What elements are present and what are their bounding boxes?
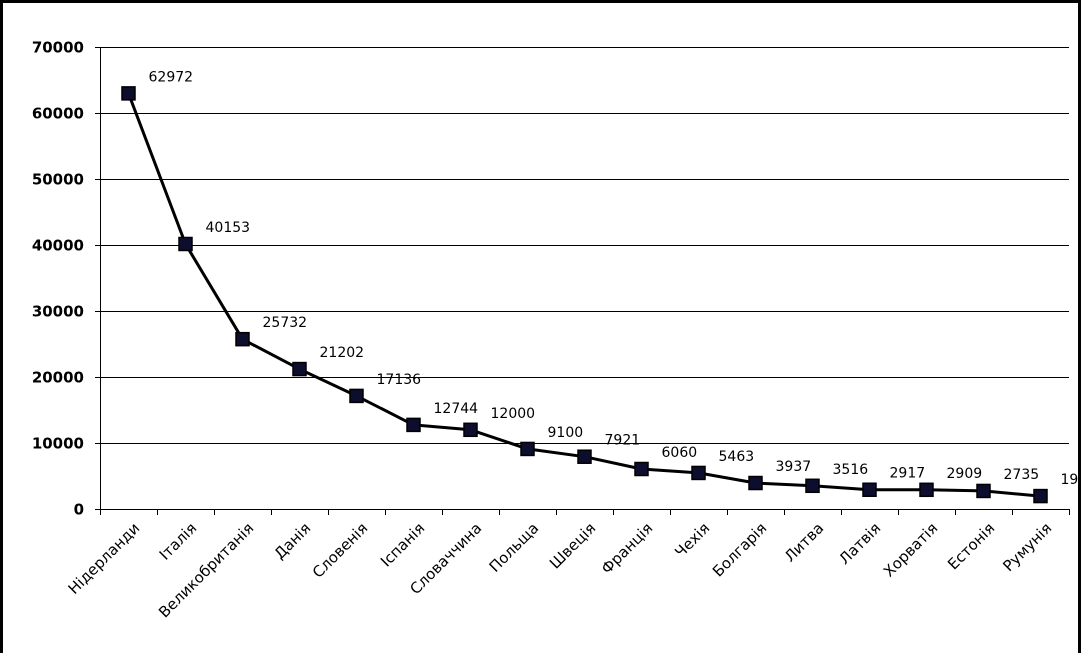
line-chart: 0 10000 20000 30000 40000 50000 60000 70000 Нід… — [32, 39, 1081, 622]
data-label: 12000 — [491, 406, 536, 422]
x-tick-label: Франція — [598, 519, 657, 578]
data-point-marker — [235, 331, 250, 347]
data-label: 3937 — [776, 459, 812, 475]
x-tick-label: Іспанія — [377, 519, 428, 570]
data-label: 5463 — [719, 449, 755, 465]
data-label: 62972 — [149, 69, 194, 85]
x-tick-label: Хорватія — [880, 519, 941, 580]
x-tick-label: Великобританія — [155, 519, 257, 621]
data-label: 2735 — [1004, 467, 1040, 483]
x-tick-label: Італія — [156, 519, 201, 564]
x-tick-label: Болгарія — [709, 519, 770, 580]
y-tick-label: 10000 — [32, 435, 84, 453]
data-label: 2909 — [947, 466, 983, 482]
x-tick-label: Латвія — [835, 519, 884, 568]
x-tick-label: Естонія — [944, 519, 998, 573]
x-tick-label: Румунія — [999, 519, 1055, 575]
data-point-marker — [862, 482, 877, 497]
data-point-marker — [577, 449, 592, 464]
x-tick-label: Литва — [781, 519, 828, 566]
series-line-path — [127, 92, 1041, 498]
data-label: 3516 — [833, 462, 869, 478]
data-point-marker — [691, 465, 706, 481]
data-label: 1958 — [1061, 472, 1079, 488]
x-tick-label: Данія — [271, 519, 315, 563]
data-point-marker — [805, 478, 820, 494]
data-point-marker — [748, 475, 763, 491]
data-label: 12744 — [434, 401, 479, 417]
x-tick-label: Нідерланди — [65, 519, 144, 598]
data-label: 9100 — [548, 425, 584, 441]
y-tick-label: 20000 — [32, 369, 84, 387]
series-line — [127, 92, 1041, 498]
data-point-marker — [292, 361, 307, 377]
x-tick-label: Швеція — [546, 519, 599, 572]
data-point-marker — [520, 441, 535, 457]
x-tick-label: Словенія — [309, 519, 371, 581]
data-point-marker — [1033, 488, 1048, 504]
y-tick-label: 50000 — [32, 171, 84, 189]
data-point-marker — [178, 236, 193, 252]
data-point-marker — [121, 86, 136, 101]
data-point-marker — [463, 422, 478, 438]
data-point-marker — [919, 482, 934, 498]
data-label: 17136 — [377, 372, 422, 388]
data-label: 7921 — [605, 433, 641, 449]
data-point-marker — [349, 388, 364, 404]
series-markers — [121, 86, 1048, 504]
data-labels: 62972 40153 25732 21202 17136 12744 12000 9100 7… — [149, 69, 1081, 488]
y-tick-label: 60000 — [32, 105, 84, 123]
grid-lines — [100, 47, 1069, 444]
x-tick-label: Польща — [486, 519, 543, 576]
data-point-marker — [406, 417, 421, 433]
x-tick-label: Чехія — [671, 519, 713, 561]
y-axis: 0 10000 20000 30000 40000 50000 60000 70000 — [32, 39, 101, 519]
data-label: 6060 — [662, 445, 698, 461]
data-label: 40153 — [206, 220, 251, 236]
data-point-marker — [976, 483, 991, 499]
y-tick-label: 30000 — [32, 303, 84, 321]
y-tick-label: 0 — [74, 501, 84, 519]
data-point-marker — [634, 461, 649, 477]
y-tick-label: 70000 — [32, 39, 84, 57]
data-label: 21202 — [320, 345, 365, 361]
data-label: 25732 — [263, 315, 308, 331]
y-tick-label: 40000 — [32, 237, 84, 255]
data-label: 2917 — [890, 466, 926, 482]
